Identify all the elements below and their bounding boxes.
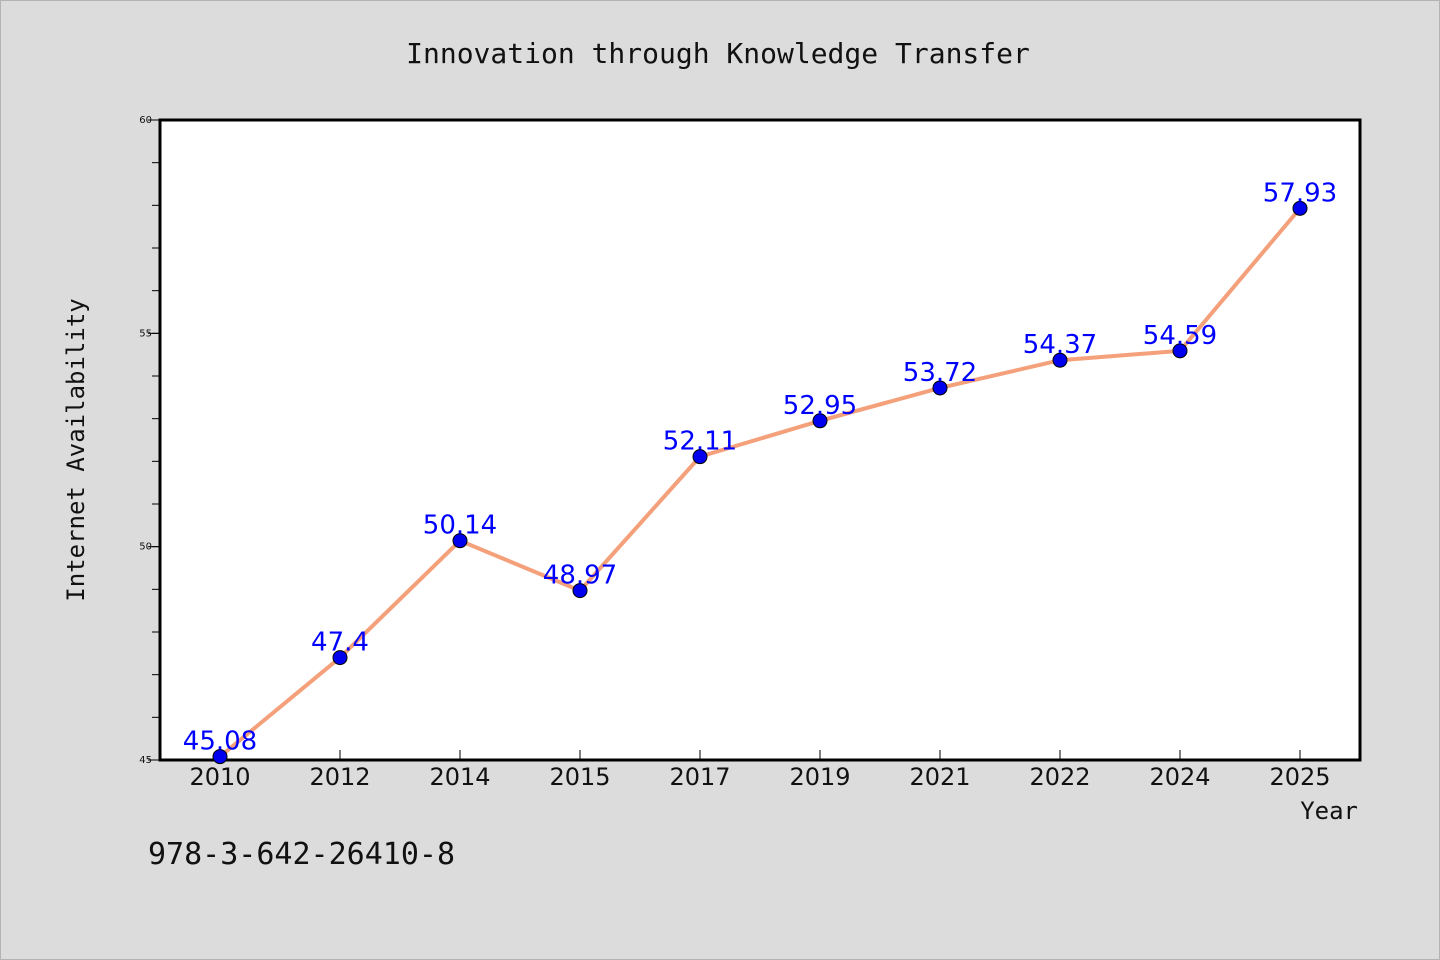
data-label: 52.11 <box>663 427 737 457</box>
data-point <box>452 533 468 549</box>
y-tick-label: 45 <box>139 755 152 766</box>
data-label: 50.14 <box>423 511 497 541</box>
x-tick-label: 2017 <box>669 763 730 791</box>
data-label: 57.93 <box>1263 178 1337 208</box>
x-tick-label: 2012 <box>309 763 370 791</box>
data-point <box>212 749 228 765</box>
y-tick-label: 55 <box>139 328 152 339</box>
data-point <box>812 413 828 429</box>
data-label: 54.59 <box>1143 321 1217 351</box>
chart-title: Innovation through Knowledge Transfer <box>406 37 1030 70</box>
data-label: 45.08 <box>183 727 257 757</box>
x-axis-label: Year <box>1300 797 1358 825</box>
data-label: 52.95 <box>783 391 857 421</box>
x-tick-label: 2025 <box>1269 763 1330 791</box>
x-axis-ticks: 2010 2012 2014 2015 2017 2019 2021 2022 2024 2025 <box>189 750 1331 791</box>
data-label: 53.72 <box>903 358 977 388</box>
data-label: 48.97 <box>543 561 617 591</box>
series-lines <box>218 206 1302 759</box>
data-point <box>332 650 348 666</box>
data-point <box>1172 343 1188 359</box>
footer-isbn: 978-3-642-26410-8 <box>148 837 455 872</box>
x-tick-label: 2010 <box>189 763 250 791</box>
data-point <box>932 380 948 396</box>
x-tick-label: 2022 <box>1029 763 1090 791</box>
data-labels: 45.08 47.4 50.14 48.97 52.11 52.95 53.72 54.37 5… <box>183 178 1337 756</box>
x-tick-label: 2015 <box>549 763 610 791</box>
y-tick-label: 60 <box>139 115 152 126</box>
x-tick-label: 2014 <box>429 763 490 791</box>
data-markers <box>212 200 1308 765</box>
x-tick-label: 2024 <box>1149 763 1210 791</box>
x-tick-label: 2019 <box>789 763 850 791</box>
y-axis-ticks: 45 50 55 60 <box>139 115 160 766</box>
data-point <box>572 583 588 599</box>
data-label: 47.4 <box>311 628 369 658</box>
data-label: 54.37 <box>1023 330 1097 360</box>
y-tick-label: 50 <box>139 542 152 553</box>
data-point <box>1052 352 1068 368</box>
data-point <box>692 449 708 465</box>
x-tick-label: 2021 <box>909 763 970 791</box>
y-axis-label: Internet Availability <box>62 298 90 601</box>
data-point <box>1292 200 1308 216</box>
series-line <box>218 206 1302 759</box>
